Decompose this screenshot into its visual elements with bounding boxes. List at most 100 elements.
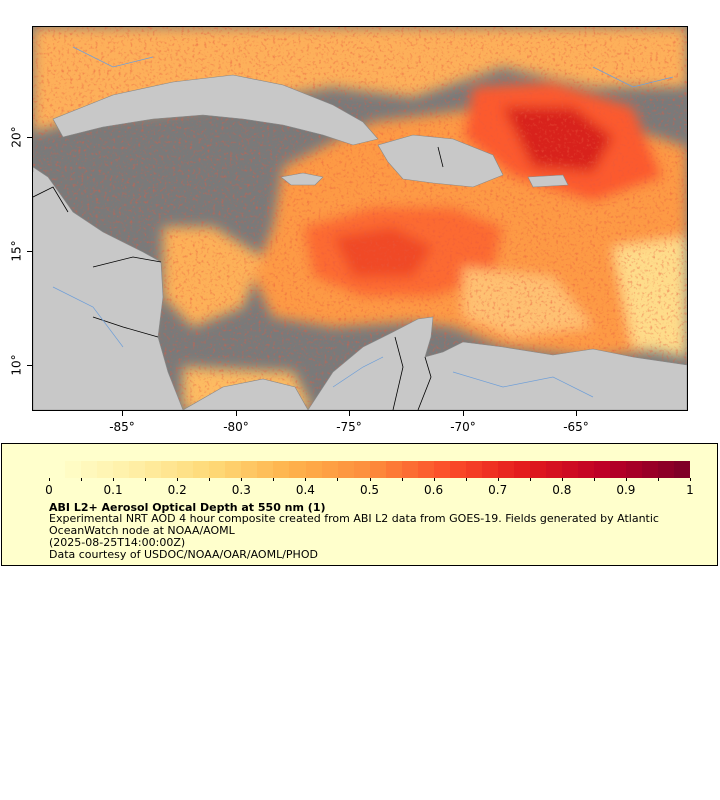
colorbar-tick-label: 0.7: [488, 483, 508, 497]
colorbar-tick-mark: [81, 478, 83, 481]
colorbar-swatch: [49, 461, 66, 478]
colorbar-swatch: [594, 461, 611, 478]
x-tick-mark: [349, 411, 350, 416]
colorbar-swatch: [353, 461, 370, 478]
colorbar-swatch: [305, 461, 322, 478]
colorbar-swatch: [433, 461, 450, 478]
colorbar-swatch: [113, 461, 130, 478]
rivers: [52, 46, 674, 398]
colorbar-tick-mark: [497, 478, 499, 481]
colorbar-swatch: [177, 461, 194, 478]
colorbar-tick-mark: [561, 478, 563, 481]
y-tick-mark: [27, 137, 32, 138]
colorbar-tick-mark: [593, 478, 595, 481]
colorbar-swatch: [369, 461, 386, 478]
legend-description: Experimental NRT AOD 4 hour composite cr…: [49, 513, 689, 561]
colorbar-swatch: [225, 461, 242, 478]
colorbar-swatch: [65, 461, 82, 478]
colorbar-swatch: [545, 461, 562, 478]
legend-description-text: Experimental NRT AOD 4 hour composite cr…: [49, 512, 659, 537]
colorbar-tick-mark: [305, 478, 307, 481]
colorbar-tick-label: 0.1: [103, 483, 123, 497]
colorbar-swatch: [257, 461, 274, 478]
colorbar-swatch: [513, 461, 530, 478]
colorbar-swatch: [81, 461, 98, 478]
colorbar-swatch: [642, 461, 659, 478]
legend-title: ABI L2+ Aerosol Optical Depth at 550 nm …: [49, 501, 326, 514]
land: [33, 74, 687, 410]
colorbar-swatch: [145, 461, 162, 478]
colorbar-swatch: [449, 461, 466, 478]
colorbar-tick-mark: [337, 478, 339, 481]
colorbar-swatch: [289, 461, 306, 478]
x-tick-label: -65°: [563, 420, 589, 434]
colorbar-tick-mark: [49, 478, 50, 481]
colorbar-tick-label: 0.5: [359, 483, 380, 497]
colorbar-tick-mark: [241, 478, 243, 481]
colorbar-tick-mark: [657, 478, 659, 481]
legend-credit: Data courtesy of USDOC/NOAA/OAR/AOML/PHO…: [49, 548, 318, 561]
colorbar-swatch: [626, 461, 643, 478]
colorbar-tick-mark: [113, 478, 115, 481]
colorbar-tick-mark: [465, 478, 467, 481]
x-tick-label: -75°: [336, 420, 362, 434]
colorbar-swatch: [674, 461, 691, 478]
x-tick-mark: [576, 411, 577, 416]
colorbar-swatch: [529, 461, 546, 478]
colorbar-tick-mark: [690, 478, 691, 481]
colorbar-tick-mark: [529, 478, 531, 481]
colorbar-tick-mark: [177, 478, 179, 481]
colorbar-swatch: [401, 461, 418, 478]
colorbar-tick-label: 1: [686, 483, 694, 497]
colorbar-swatch: [129, 461, 146, 478]
colorbar-tick-mark: [145, 478, 147, 481]
x-tick-label: -70°: [450, 420, 476, 434]
colorbar-tick-label: 0.6: [424, 483, 444, 497]
y-tick-mark: [27, 251, 32, 252]
country-borders: [33, 146, 444, 410]
colorbar-tick-mark: [273, 478, 275, 481]
colorbar-swatch: [161, 461, 178, 478]
colorbar-swatch: [658, 461, 675, 478]
colorbar: [49, 461, 691, 478]
colorbar-swatch: [97, 461, 114, 478]
y-tick-mark: [27, 365, 32, 366]
colorbar-tick-mark: [209, 478, 211, 481]
colorbar-swatch: [321, 461, 338, 478]
colorbar-swatch: [578, 461, 595, 478]
colorbar-tick-label: 0.8: [552, 483, 572, 497]
colorbar-swatch: [385, 461, 402, 478]
colorbar-tick-mark: [433, 478, 435, 481]
colorbar-swatch: [481, 461, 498, 478]
colorbar-swatch: [417, 461, 434, 478]
x-tick-label: -80°: [223, 420, 249, 434]
colorbar-tick-mark: [401, 478, 403, 481]
colorbar-tick-mark: [369, 478, 371, 481]
aod-map[interactable]: [32, 26, 688, 411]
colorbar-tick-mark: [625, 478, 627, 481]
x-tick-mark: [122, 411, 123, 416]
colorbar-swatch: [193, 461, 210, 478]
legend-panel: 0 0.1 0.2 0.3 0.4 0.5 0.6 0.7 0.8 0.9 1 ABI L2+ Ae…: [1, 443, 718, 566]
x-tick-mark: [236, 411, 237, 416]
legend-timestamp: (2025-08-25T14:00:00Z): [49, 536, 186, 549]
y-tick-label: 15°: [9, 240, 24, 262]
x-tick-mark: [463, 411, 464, 416]
colorbar-tick-label: 0.9: [616, 483, 636, 497]
x-tick-label: -85°: [109, 420, 135, 434]
colorbar-swatch: [241, 461, 258, 478]
aod-map-image: [33, 27, 687, 410]
colorbar-swatch: [497, 461, 514, 478]
colorbar-swatch: [337, 461, 354, 478]
y-tick-label: 20°: [9, 126, 24, 148]
colorbar-tick-label: 0.2: [167, 483, 187, 497]
colorbar-swatch: [610, 461, 627, 478]
colorbar-swatch: [465, 461, 482, 478]
colorbar-tick-label: 0.4: [295, 483, 315, 497]
y-tick-label: 10°: [9, 354, 24, 376]
colorbar-swatch: [273, 461, 290, 478]
colorbar-tick-label: 0: [45, 483, 53, 497]
colorbar-swatch: [209, 461, 226, 478]
colorbar-tick-label: 0.3: [231, 483, 251, 497]
colorbar-swatch: [562, 461, 579, 478]
